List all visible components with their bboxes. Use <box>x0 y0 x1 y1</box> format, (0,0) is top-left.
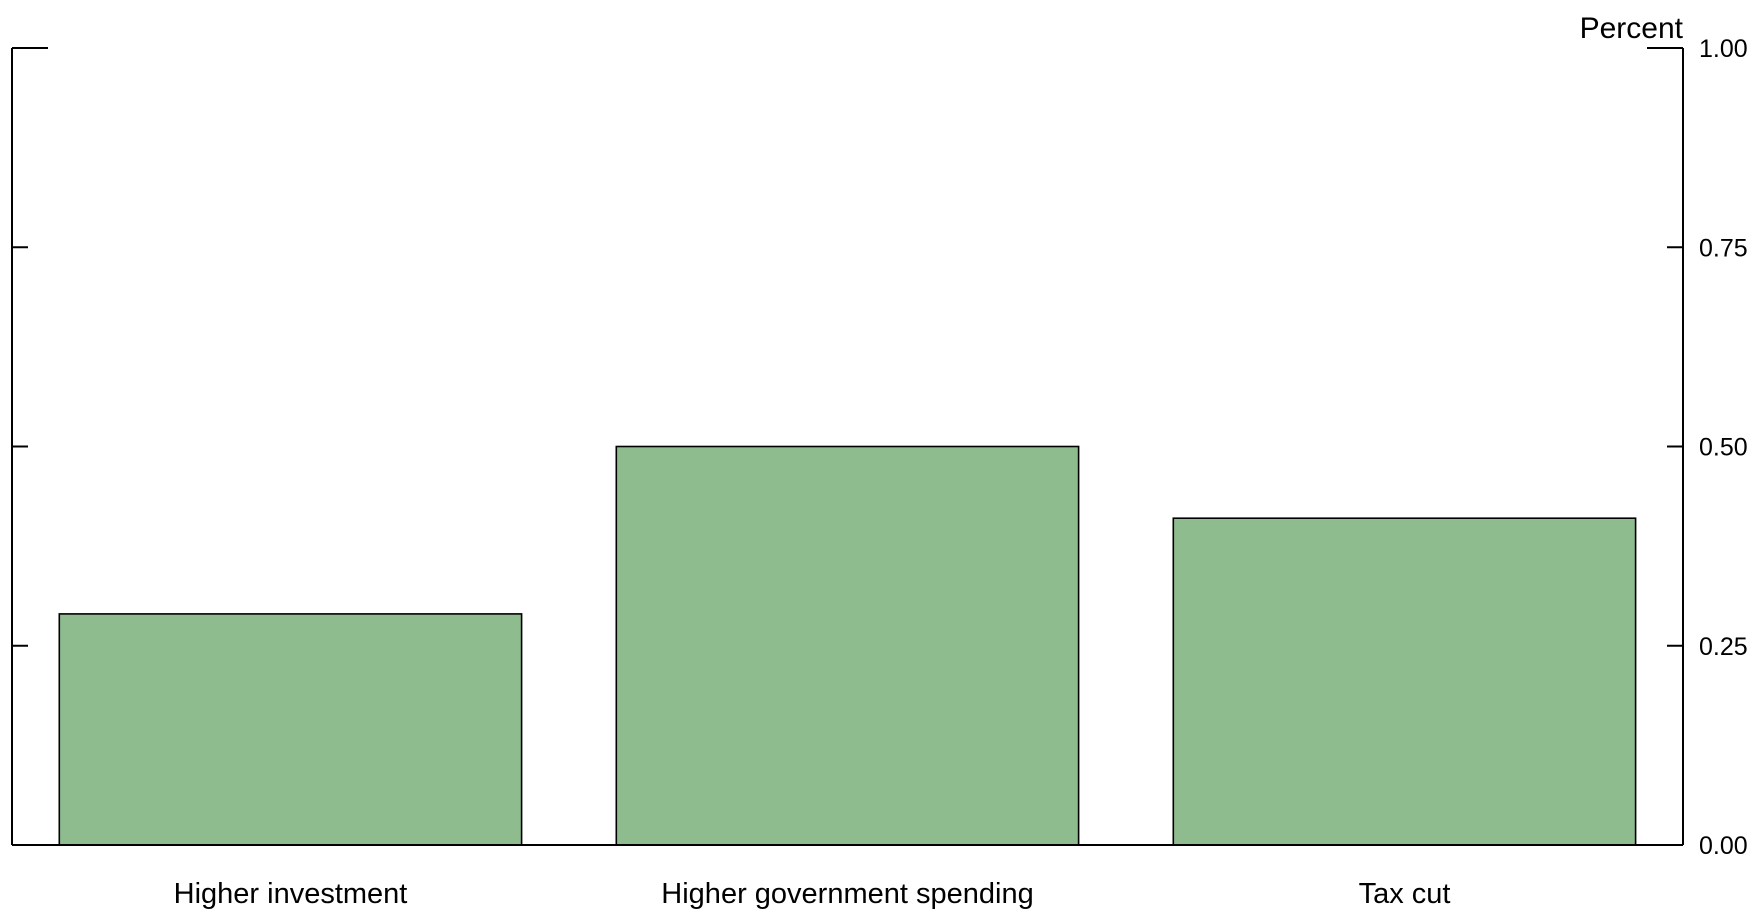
y-tick-label-1: 0.25 <box>1699 633 1748 661</box>
labels-layer: Higher investment Higher government spend… <box>174 12 1748 910</box>
bars-layer <box>58 445 1637 846</box>
y-tick-label-2: 0.50 <box>1699 434 1748 462</box>
y-tick-label-0: 0.00 <box>1699 832 1748 860</box>
category-label-2: Tax cut <box>1359 878 1451 910</box>
bar-0 <box>58 613 523 846</box>
category-label-1: Higher government spending <box>661 878 1033 910</box>
y-tick-label-3: 0.75 <box>1699 234 1748 262</box>
bar-2 <box>1172 517 1637 846</box>
y-tick-label-4: 1.00 <box>1699 35 1748 63</box>
category-label-0: Higher investment <box>174 878 408 910</box>
ticks-layer <box>12 47 1683 846</box>
bar-1 <box>615 445 1080 846</box>
unit-label: Percent <box>1580 12 1684 45</box>
